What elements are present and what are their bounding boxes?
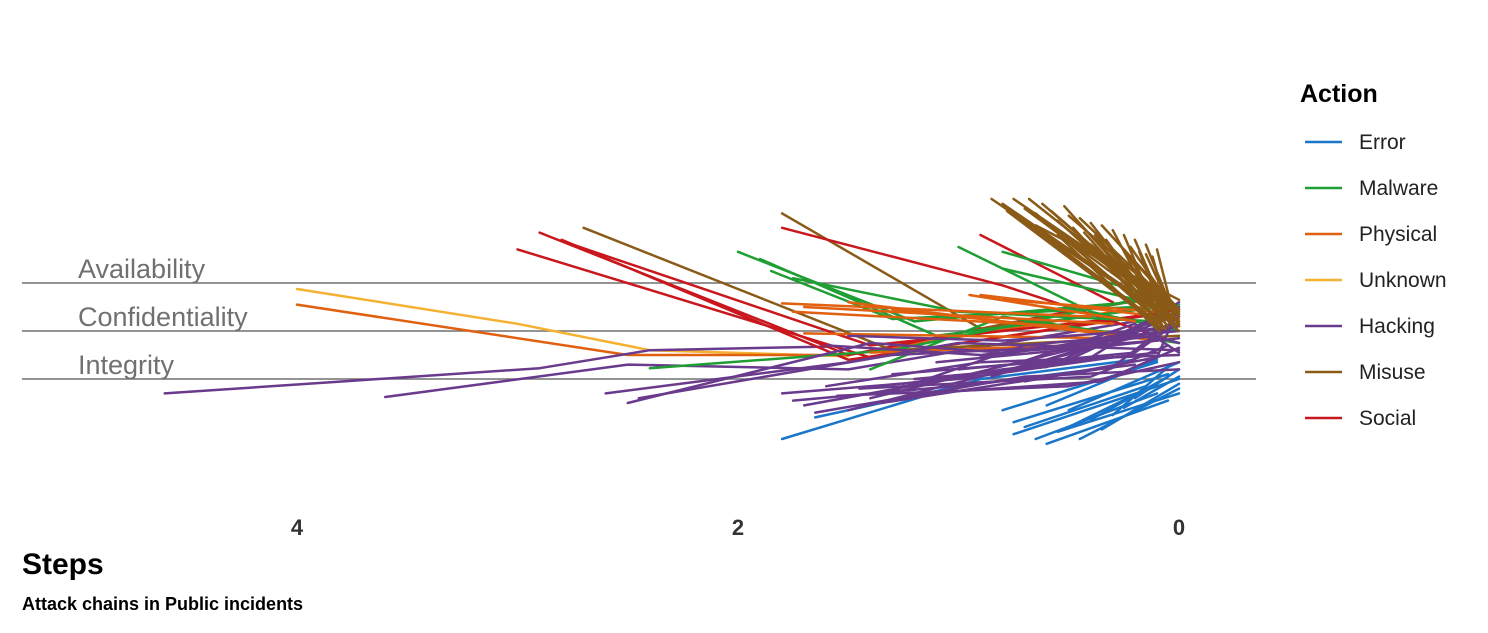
chain-line-misuse-108	[1100, 245, 1181, 326]
chain-line-hacking-56	[824, 353, 1181, 388]
legend-label-malware: Malware	[1359, 177, 1438, 200]
legend-label-misuse: Misuse	[1359, 361, 1426, 384]
chain-line-hacking-59	[858, 344, 1170, 390]
chain-line-error-34	[1012, 372, 1170, 424]
chain-line-error-38	[1045, 399, 1170, 446]
legend-label-error: Error	[1359, 131, 1406, 154]
attack-chain-lines	[163, 197, 1181, 446]
chain-line-misuse-109	[1122, 248, 1165, 311]
chain-line-physical-29	[1001, 298, 1159, 314]
chain-line-misuse-106	[1056, 233, 1161, 333]
chain-line-hacking-50	[626, 339, 1159, 405]
chain-line-hacking-66	[824, 334, 1159, 357]
chain-line-social-11	[979, 233, 1115, 304]
chain-line-misuse-111	[1045, 236, 1168, 330]
x-axis-tick-labels: 4 2 0	[291, 515, 1185, 540]
chain-line-error-31	[780, 358, 1137, 441]
legend: Action Error Malware Physical Unknown Hackin…	[1300, 80, 1447, 430]
category-label-availability: Availability	[78, 254, 206, 284]
legend-label-social: Social	[1359, 407, 1416, 430]
legend-title: Action	[1300, 80, 1378, 108]
chain-line-hacking-70	[979, 332, 1181, 359]
legend-label-physical: Physical	[1359, 223, 1437, 246]
legend-label-hacking: Hacking	[1359, 315, 1435, 338]
chain-line-error-43	[1100, 382, 1181, 431]
chain-line-error-48	[1133, 368, 1181, 400]
chain-line-unknown-0	[295, 287, 850, 358]
chain-line-hacking-67	[847, 327, 1170, 342]
chain-line-hacking-64	[913, 310, 1170, 381]
category-labels: Availability Confidentiality Integrity	[78, 254, 248, 380]
chain-line-error-47	[1122, 375, 1181, 410]
chain-line-misuse-105	[1034, 224, 1181, 302]
chain-line-error-36	[1023, 384, 1148, 429]
category-label-confidentiality: Confidentiality	[78, 302, 248, 332]
x-tick-2: 2	[732, 515, 744, 540]
chain-line-hacking-74	[891, 317, 1159, 376]
chain-line-physical-21	[780, 302, 1093, 318]
legend-label-unknown: Unknown	[1359, 269, 1447, 292]
chart-subtitle: Attack chains in Public incidents	[22, 594, 303, 614]
x-tick-0: 0	[1173, 515, 1185, 540]
x-axis-title: Steps	[22, 548, 104, 581]
chain-line-error-44	[1111, 365, 1170, 417]
chain-line-malware-14	[769, 269, 1137, 321]
x-tick-4: 4	[291, 515, 304, 540]
chain-line-misuse-112	[1067, 240, 1159, 321]
chain-line-hacking-52	[780, 356, 1115, 395]
category-label-integrity: Integrity	[78, 350, 175, 380]
chain-line-misuse-113	[1089, 243, 1181, 316]
chain-line-physical-27	[968, 293, 1137, 323]
chain-line-hacking-2	[163, 345, 828, 395]
